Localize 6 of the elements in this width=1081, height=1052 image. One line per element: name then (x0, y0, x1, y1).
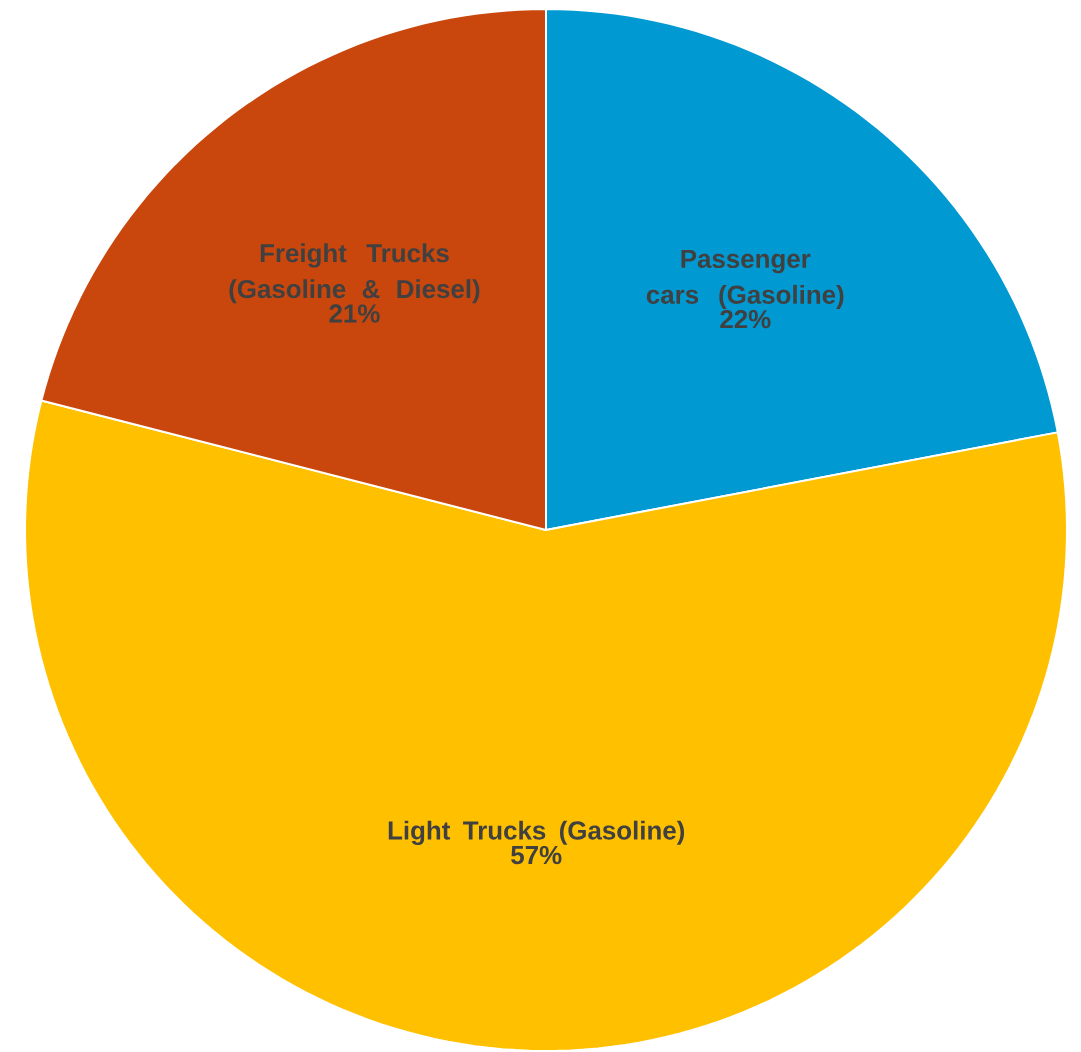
slice-label: Passenger cars (Gasoline) (646, 249, 844, 310)
slice-label: Freight Trucks (Gasoline & Diesel) (229, 243, 480, 304)
data-label: 21% (329, 304, 380, 323)
data-label: 57% (511, 845, 562, 865)
data-label: 22% (720, 310, 771, 329)
slice-label: Light Trucks (Gasoline) (388, 820, 685, 845)
